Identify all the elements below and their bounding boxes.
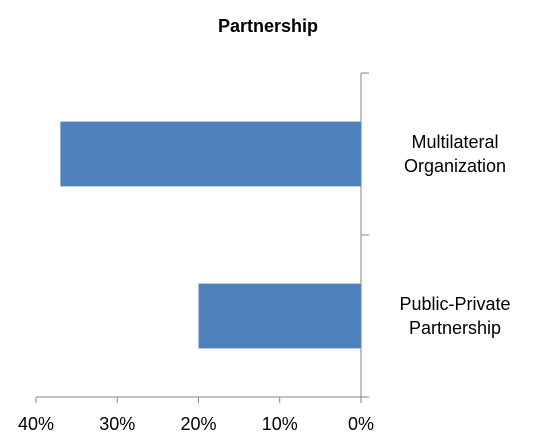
x-tick-label: 10% [262, 414, 298, 434]
x-tick-label: 20% [180, 414, 216, 434]
x-tick-label: 30% [99, 414, 135, 434]
bar [60, 121, 361, 187]
x-tick-label: 0% [348, 414, 374, 434]
bar [198, 283, 361, 349]
x-tick-label: 40% [18, 414, 54, 434]
y-tick-label: Multilateral Organization [403, 132, 507, 176]
chart-title: Partnership [218, 16, 318, 36]
y-tick-label: Public-Private Partnership [399, 294, 511, 338]
